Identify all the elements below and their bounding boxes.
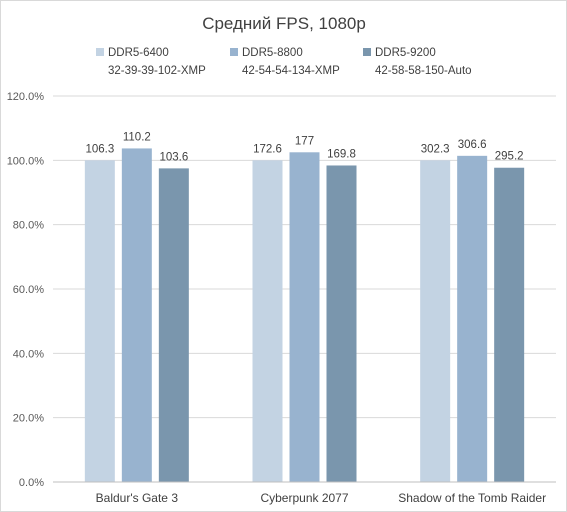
chart-title: Средний FPS, 1080p — [202, 14, 366, 33]
bar — [420, 160, 451, 483]
legend-label: DDR5-8800 — [242, 47, 303, 59]
axes: 0.0% 20.0% 40.0% 60.0% 80.0% 100.0% 120.0% Bald… — [7, 91, 556, 505]
data-label: 172.6 — [253, 143, 282, 155]
legend-sublabel: 42-54-54-134-XMP — [242, 65, 340, 77]
data-label: 103.6 — [159, 151, 188, 163]
bar — [289, 152, 320, 482]
data-label: 295.2 — [495, 151, 524, 163]
bar — [252, 160, 283, 483]
x-category-label: Shadow of the Tomb Raider — [398, 491, 546, 505]
bar — [326, 165, 357, 483]
legend-swatch — [96, 48, 104, 56]
y-tick-label: 100.0% — [7, 155, 45, 167]
y-tick-label: 80.0% — [13, 220, 44, 232]
y-tick-label: 20.0% — [13, 413, 44, 425]
data-label: 177 — [295, 135, 314, 147]
y-tick-label: 120.0% — [7, 91, 45, 103]
x-category-label: Cyberpunk 2077 — [260, 491, 348, 505]
legend-sublabel: 32-39-39-102-XMP — [108, 65, 206, 77]
legend-swatch — [363, 48, 371, 56]
y-tick-label: 60.0% — [13, 284, 44, 296]
bar — [121, 148, 152, 482]
bar — [457, 155, 488, 482]
bar — [158, 168, 189, 482]
data-label: 306.6 — [458, 139, 487, 151]
legend: DDR5-6400 32-39-39-102-XMP DDR5-8800 42-54-… — [96, 47, 472, 77]
bar — [494, 167, 525, 482]
data-label: 169.8 — [327, 148, 356, 160]
legend-label: DDR5-9200 — [375, 47, 436, 59]
bar — [84, 160, 115, 483]
legend-sublabel: 42-58-58-150-Auto — [375, 65, 472, 77]
y-tick-label: 40.0% — [13, 348, 44, 360]
data-label: 106.3 — [85, 143, 114, 155]
data-label: 302.3 — [421, 143, 450, 155]
data-label: 110.2 — [123, 131, 151, 143]
bars — [84, 148, 525, 483]
x-category-label: Baldur's Gate 3 — [96, 491, 179, 505]
data-labels: 106.3 110.2 103.6 172.6 177 169.8 302.3 306.6 29… — [85, 131, 523, 163]
legend-swatch — [230, 48, 238, 56]
legend-label: DDR5-6400 — [108, 47, 169, 59]
y-tick-label: 0.0% — [19, 477, 44, 489]
